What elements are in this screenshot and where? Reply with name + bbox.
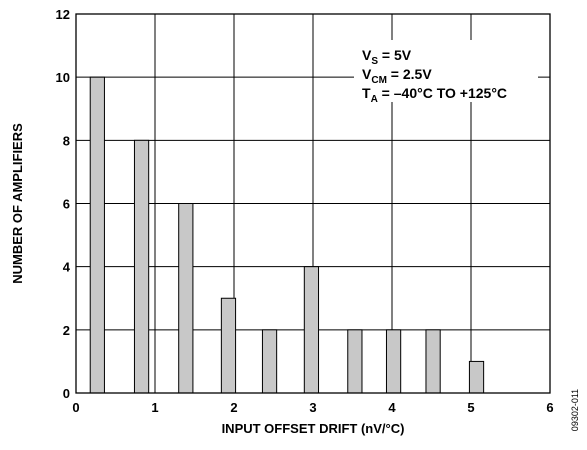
x-tick-label: 5: [467, 400, 474, 415]
y-tick-label: 0: [63, 386, 70, 401]
y-tick-label: 10: [56, 70, 70, 85]
y-tick-label: 8: [63, 133, 70, 148]
y-tick-label: 2: [63, 323, 70, 338]
x-tick-label: 0: [72, 400, 79, 415]
y-tick-labels: 0 2 4 6 8 10 12: [56, 7, 71, 401]
bars: [89, 76, 485, 394]
bar: [425, 329, 441, 394]
bar: [303, 266, 320, 394]
x-tick-label: 4: [388, 400, 396, 415]
x-tick-labels: 0 1 2 3 4 5 6: [72, 400, 553, 415]
bar: [133, 139, 150, 394]
y-tick-label: 12: [56, 7, 70, 22]
annotation-line: VCM = 2.5V: [362, 66, 432, 86]
x-tick-label: 6: [546, 400, 553, 415]
bar: [89, 76, 105, 394]
bar: [261, 329, 278, 394]
bar: [468, 360, 485, 394]
y-tick-label: 4: [63, 260, 71, 275]
x-tick-label: 3: [309, 400, 316, 415]
x-tick-label: 2: [230, 400, 237, 415]
bar: [220, 297, 237, 394]
x-axis-label: INPUT OFFSET DRIFT (nV/°C): [222, 421, 405, 436]
annotation-line: TA = –40°C TO +125°C: [362, 85, 507, 105]
bar: [178, 203, 194, 394]
annotation-background: [354, 40, 538, 102]
plot-frame: [75, 13, 551, 394]
x-tick-label: 1: [151, 400, 158, 415]
bar: [347, 329, 363, 394]
bar: [385, 329, 402, 394]
y-tick-label: 6: [63, 197, 70, 212]
figure-id: 09302-011: [570, 389, 580, 431]
y-axis-label: NUMBER OF AMPLIFIERS: [10, 123, 25, 284]
annotation-line: VS = 5V: [362, 47, 412, 67]
